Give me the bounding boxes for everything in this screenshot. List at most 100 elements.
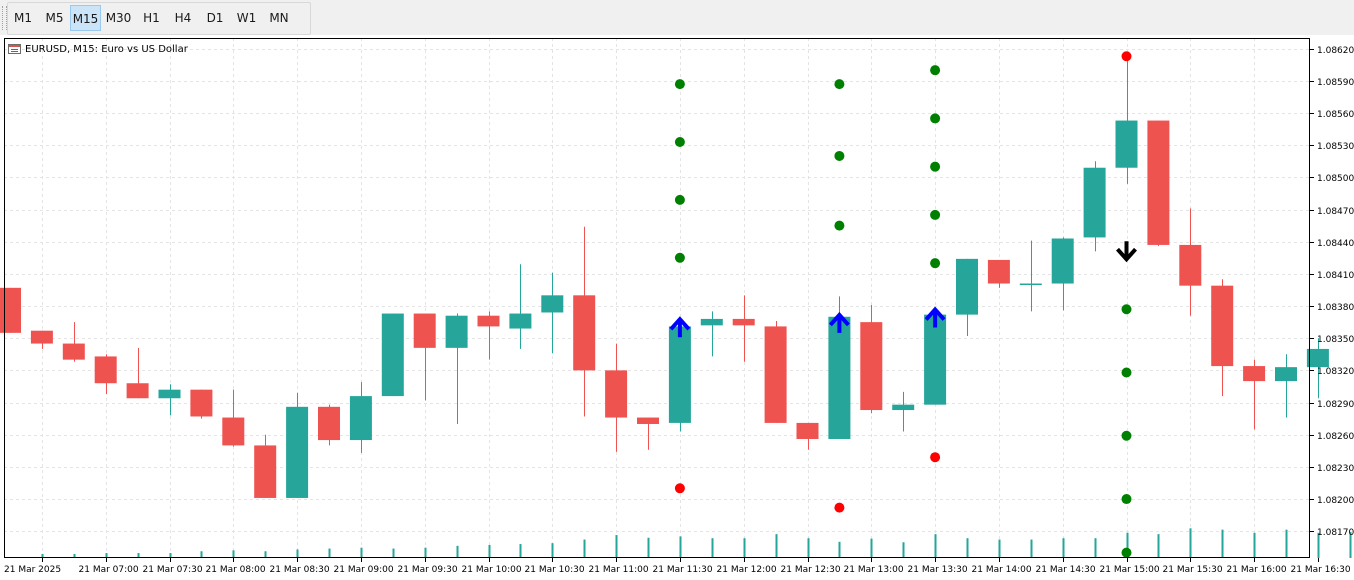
candle-body[interactable]: [286, 406, 309, 498]
stop-level-dot: [1121, 51, 1132, 62]
timeframe-button-h1[interactable]: H1: [143, 11, 160, 25]
candle-body[interactable]: [0, 287, 21, 333]
timeframe-toolbar: M1 M5 M15 M30 H1 H4 D1 W1 MN: [0, 0, 1354, 35]
target-level-dot: [834, 79, 845, 90]
candle-body[interactable]: [956, 258, 978, 315]
candle-body[interactable]: [30, 330, 53, 344]
candle-body[interactable]: [892, 404, 915, 411]
timeframe-button-mn[interactable]: MN: [269, 11, 289, 25]
candle-body[interactable]: [732, 318, 755, 326]
chart-title-box: EURUSD, M15: Euro vs US Dollar: [8, 42, 188, 56]
candle-body[interactable]: [1115, 120, 1138, 168]
candle-body[interactable]: [1083, 167, 1106, 238]
candle-body[interactable]: [573, 295, 596, 371]
toolbar-grip[interactable]: [2, 6, 7, 30]
candle-body[interactable]: [413, 313, 436, 348]
x-tick-label: 21 Mar 11:30: [653, 565, 713, 575]
x-tick-label: 21 Mar 09:30: [398, 565, 458, 575]
buy-arrow-icon: [669, 316, 691, 338]
candle-body[interactable]: [190, 389, 213, 417]
y-tick-label: 1.08620: [1317, 46, 1354, 56]
candle-body[interactable]: [381, 313, 404, 397]
target-level-dot: [674, 79, 685, 90]
candle-body[interactable]: [1275, 367, 1297, 382]
x-tick-label: 21 Mar 08:00: [206, 565, 266, 575]
y-tick-label: 1.08350: [1317, 335, 1354, 345]
y-tick-label: 1.08410: [1317, 271, 1354, 281]
x-tick-label: 21 Mar 13:30: [908, 565, 968, 575]
candle-body[interactable]: [987, 259, 1010, 284]
y-tick-label: 1.08590: [1317, 78, 1354, 88]
candle-body[interactable]: [1019, 283, 1042, 286]
x-tick-label: 21 Mar 14:30: [1036, 565, 1096, 575]
timeframe-button-m1[interactable]: M1: [14, 11, 32, 25]
candle-body[interactable]: [349, 396, 372, 441]
x-tick-label: 21 Mar 13:00: [844, 565, 904, 575]
candle-body[interactable]: [700, 318, 723, 326]
timeframe-button-m30[interactable]: M30: [105, 11, 132, 25]
sell-arrow-icon: [1116, 241, 1137, 263]
candle-body[interactable]: [924, 314, 947, 405]
candle-body[interactable]: [254, 445, 277, 498]
candle-body[interactable]: [796, 422, 819, 439]
y-tick-label: 1.08320: [1317, 367, 1354, 377]
x-tick-label: 21 Mar 09:00: [334, 565, 394, 575]
candle-body[interactable]: [318, 406, 340, 441]
buy-arrow-icon: [828, 311, 850, 333]
candle-body[interactable]: [764, 326, 787, 423]
candle-body[interactable]: [509, 313, 532, 329]
plot-area[interactable]: [4, 38, 1310, 558]
y-tick-label: 1.08290: [1317, 400, 1354, 410]
chart-window[interactable]: 1.08620 1.08590 1.08560 1.08530 1.08500 1.084…: [0, 35, 1354, 580]
target-level-dot: [930, 209, 941, 220]
timeframe-button-m5[interactable]: M5: [45, 11, 64, 25]
price-chart[interactable]: 1.08620 1.08590 1.08560 1.08530 1.08500 1.084…: [0, 35, 1354, 580]
x-tick-label: 21 Mar 15:00: [1100, 565, 1160, 575]
candle-body[interactable]: [541, 295, 564, 313]
buy-arrow-icon: [924, 306, 946, 328]
timeframe-button-m15[interactable]: M15: [70, 5, 101, 31]
y-tick-label: 1.08500: [1317, 174, 1354, 184]
candle-body[interactable]: [1243, 366, 1266, 382]
candle-body[interactable]: [1051, 238, 1074, 284]
x-tick-label: 21 Mar 07:00: [79, 565, 139, 575]
x-tick-label: 21 Mar 10:00: [462, 565, 522, 575]
candle-body[interactable]: [860, 322, 883, 411]
x-tick-label: 21 Mar 16:00: [1227, 565, 1287, 575]
candle-body[interactable]: [1179, 244, 1202, 286]
candle-body[interactable]: [637, 417, 659, 424]
x-tick-label: 21 Mar 12:00: [717, 565, 777, 575]
y-tick-label: 1.08260: [1317, 432, 1354, 442]
candle-body[interactable]: [605, 370, 628, 418]
candle-body[interactable]: [94, 356, 117, 384]
target-level-dot: [930, 113, 941, 124]
y-tick-label: 1.08560: [1317, 110, 1354, 120]
y-tick-label: 1.08230: [1317, 464, 1354, 474]
y-tick-label: 1.08200: [1317, 496, 1354, 506]
candle-body[interactable]: [445, 315, 468, 348]
timeframe-button-d1[interactable]: D1: [206, 11, 224, 25]
timeframe-button-h4[interactable]: H4: [174, 11, 192, 25]
candle-body[interactable]: [668, 326, 691, 423]
candle-body[interactable]: [477, 315, 500, 327]
candle-body[interactable]: [62, 343, 85, 360]
target-level-dot: [930, 65, 941, 76]
x-tick-label: 21 Mar 15:30: [1163, 565, 1223, 575]
target-level-dot: [834, 220, 845, 231]
stop-level-dot: [834, 502, 845, 513]
x-tick-label: 21 Mar 10:30: [525, 565, 585, 575]
candle-body[interactable]: [828, 316, 851, 439]
y-tick-label: 1.08440: [1317, 239, 1354, 249]
candle-body[interactable]: [1147, 120, 1170, 245]
candle-body[interactable]: [222, 417, 245, 446]
stop-level-dot: [674, 483, 685, 494]
x-tick-label: 21 Mar 12:30: [781, 565, 841, 575]
timeframe-button-w1[interactable]: W1: [236, 11, 257, 25]
candle-body[interactable]: [1306, 348, 1329, 368]
candle-body[interactable]: [1211, 285, 1234, 367]
candle-body[interactable]: [158, 389, 181, 399]
target-level-dot: [674, 137, 685, 147]
x-tick-label: 21 Mar 14:00: [972, 565, 1032, 575]
chart-window-icon: [8, 44, 21, 54]
candle-body[interactable]: [126, 383, 149, 399]
